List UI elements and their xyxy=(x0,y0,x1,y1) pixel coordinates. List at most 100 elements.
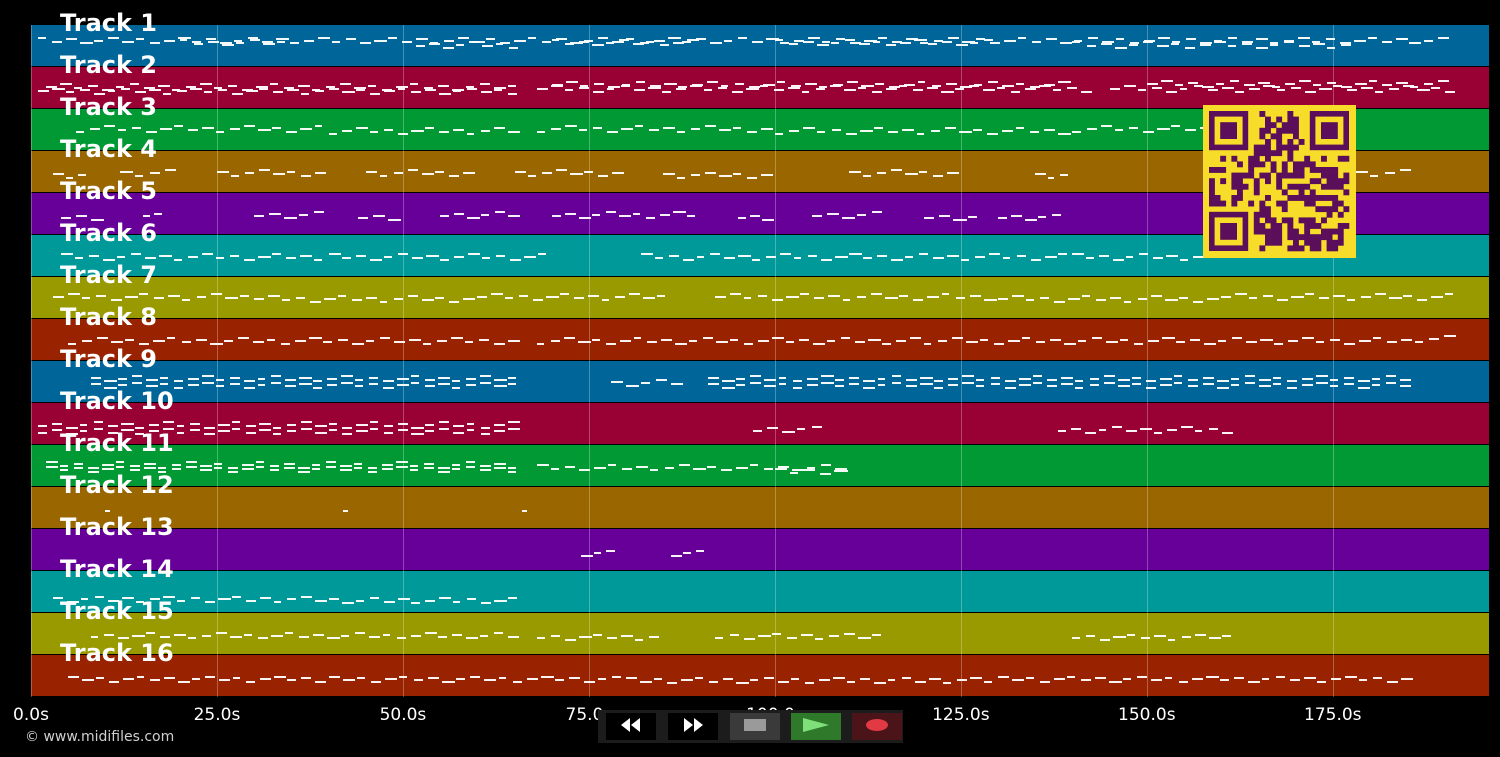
midi-note xyxy=(556,169,568,172)
track-row[interactable]: Track 14 xyxy=(31,555,1489,613)
midi-note xyxy=(409,469,419,472)
midi-note xyxy=(425,88,436,91)
track-row[interactable]: Track 1 xyxy=(31,9,1489,67)
midi-note xyxy=(1275,675,1285,678)
midi-note xyxy=(115,461,125,464)
midi-note xyxy=(1302,337,1315,340)
midi-note xyxy=(68,342,76,345)
midi-note xyxy=(159,127,173,130)
midi-note xyxy=(1193,300,1204,303)
midi-note xyxy=(193,43,203,46)
midi-note xyxy=(211,293,223,296)
midi-note xyxy=(676,130,685,133)
midi-note xyxy=(887,679,896,682)
midi-note xyxy=(410,381,420,384)
midi-note xyxy=(187,384,199,387)
midi-note xyxy=(67,600,79,603)
midi-note xyxy=(688,340,698,342)
midi-note xyxy=(668,37,681,40)
midi-note xyxy=(90,376,102,379)
midi-note xyxy=(592,214,601,216)
midi-note xyxy=(45,85,57,88)
track-row[interactable]: Track 2 xyxy=(31,51,1489,109)
midi-note xyxy=(653,678,662,681)
midi-note xyxy=(891,381,902,384)
stop-button[interactable] xyxy=(730,713,780,740)
midi-note xyxy=(849,376,860,379)
midi-note xyxy=(607,637,618,640)
midi-note xyxy=(844,39,855,42)
midi-note xyxy=(452,380,460,383)
midi-note xyxy=(1242,42,1253,45)
midi-note xyxy=(356,254,367,257)
midi-note xyxy=(104,386,117,389)
midi-note xyxy=(80,598,89,601)
midi-note xyxy=(311,88,320,91)
midi-note xyxy=(956,44,968,47)
midi-note xyxy=(1386,341,1397,344)
midi-note xyxy=(245,431,256,434)
midi-note xyxy=(342,432,353,435)
midi-note xyxy=(891,169,902,172)
track-row[interactable]: Track 11 xyxy=(31,429,1489,487)
midi-note xyxy=(1396,81,1408,84)
fast-forward-button[interactable] xyxy=(668,713,718,740)
midi-note xyxy=(342,257,351,260)
midi-note xyxy=(78,174,87,177)
midi-note xyxy=(640,253,654,256)
midi-note xyxy=(1207,298,1219,300)
track-row[interactable]: Track 8 xyxy=(31,303,1489,361)
midi-note xyxy=(507,340,521,342)
midi-note xyxy=(976,379,985,382)
midi-note xyxy=(148,430,159,433)
track-row[interactable]: Track 16 xyxy=(31,639,1489,697)
play-button[interactable] xyxy=(791,713,841,740)
midi-note xyxy=(174,386,184,389)
midi-note xyxy=(299,382,312,385)
track-row[interactable]: Track 7 xyxy=(31,261,1489,319)
midi-note xyxy=(369,596,380,599)
midi-note xyxy=(425,599,436,602)
midi-note xyxy=(314,125,323,128)
midi-note xyxy=(888,131,899,134)
midi-note xyxy=(1301,384,1313,387)
midi-note xyxy=(1384,172,1395,174)
rewind-icon xyxy=(616,717,646,737)
midi-note xyxy=(38,90,50,93)
midi-note xyxy=(135,174,144,177)
midi-note xyxy=(1058,253,1067,256)
midi-note xyxy=(416,38,428,41)
midi-note xyxy=(777,680,790,683)
track-row[interactable]: Track 12 xyxy=(31,471,1489,529)
midi-note xyxy=(269,465,280,468)
midi-note xyxy=(314,90,324,93)
piano-roll[interactable]: Track 1 Track 2 Track 3 Track 4 Track 5 Track… xyxy=(31,9,1489,697)
midi-note xyxy=(458,37,470,40)
midi-note xyxy=(328,598,339,601)
track-row[interactable]: Track 10 xyxy=(31,387,1489,445)
midi-note xyxy=(919,382,933,385)
midi-note xyxy=(551,215,561,218)
midi-note xyxy=(1271,85,1280,88)
midi-note xyxy=(88,254,100,257)
midi-note xyxy=(1038,85,1052,88)
midi-note xyxy=(601,298,610,301)
midi-note xyxy=(574,297,584,300)
midi-note xyxy=(493,466,507,469)
track-row[interactable]: Track 13 xyxy=(31,513,1489,571)
midi-note xyxy=(337,295,347,298)
track-row[interactable]: Track 15 xyxy=(31,597,1489,655)
midi-note xyxy=(750,381,761,384)
midi-note xyxy=(789,471,798,474)
midi-note xyxy=(1386,375,1396,378)
record-button[interactable] xyxy=(852,713,902,740)
midi-note xyxy=(494,599,507,602)
midi-note xyxy=(150,42,160,45)
track-row[interactable]: Track 9 xyxy=(31,345,1489,403)
midi-note xyxy=(871,211,883,214)
midi-note xyxy=(760,174,773,177)
midi-note xyxy=(676,88,687,90)
rewind-button[interactable] xyxy=(606,713,656,740)
midi-note xyxy=(750,375,761,378)
midi-note xyxy=(300,427,312,430)
